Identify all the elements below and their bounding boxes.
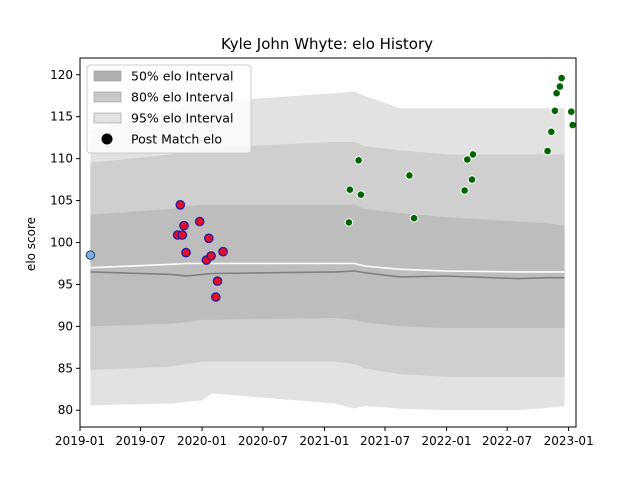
data-point-initial — [85, 250, 96, 260]
y-tick-label: 95 — [58, 277, 73, 291]
x-tick-label: 2019-07 — [115, 434, 165, 448]
legend-swatch — [93, 91, 122, 103]
data-point-green — [543, 146, 552, 156]
data-point-green — [345, 185, 355, 194]
band-50-interval — [90, 204, 565, 328]
mean-line — [90, 262, 565, 273]
y-tick-label: 120 — [50, 68, 73, 82]
data-point-green — [568, 120, 578, 130]
legend-label: 50% elo Interval — [131, 69, 233, 84]
data-point-red — [212, 276, 223, 286]
x-tick-label: 2023-01 — [544, 434, 594, 448]
x-axis-ticks: 2019-01 2019-07 2020-01 2020-07 2021-01 2021-… — [55, 427, 594, 448]
legend: 50% elo Interval 80% elo Interval 95% elo … — [86, 64, 252, 154]
x-tick-label: 2022-01 — [421, 434, 471, 448]
data-point-green — [463, 155, 472, 164]
data-point-red — [177, 230, 188, 240]
interval-lines — [90, 262, 565, 280]
data-point-green — [552, 88, 561, 98]
data-point-red — [175, 200, 186, 210]
legend-label: 80% elo Interval — [131, 90, 233, 105]
data-point-red — [206, 251, 216, 261]
data-point-green — [557, 73, 566, 83]
legend-marker — [101, 133, 113, 145]
data-point-green — [550, 106, 560, 116]
x-tick-label: 2020-07 — [238, 434, 288, 448]
post-match-points — [85, 73, 578, 302]
data-point-green — [460, 186, 469, 195]
legend-box — [86, 64, 252, 154]
x-tick-label: 2022-07 — [482, 434, 532, 448]
legend-label: Post Match elo — [131, 132, 222, 147]
data-point-green — [356, 190, 366, 199]
data-point-green — [547, 127, 556, 137]
legend-swatch — [93, 70, 122, 82]
data-point-green — [567, 107, 576, 116]
data-point-red — [218, 246, 228, 257]
y-tick-label: 105 — [50, 194, 73, 208]
y-tick-label: 115 — [50, 110, 73, 124]
interval-bands — [90, 91, 565, 411]
data-point-green — [409, 213, 419, 223]
legend-swatch — [93, 112, 122, 124]
data-point-green — [405, 171, 414, 180]
legend-label: 95% elo Interval — [131, 111, 233, 126]
data-point-green — [468, 150, 478, 159]
x-tick-label: 2021-07 — [360, 434, 410, 448]
data-point-green — [344, 218, 354, 227]
x-tick-label: 2021-01 — [299, 434, 349, 448]
x-tick-label: 2020-01 — [177, 434, 227, 448]
data-point-red — [179, 220, 189, 231]
median-line — [90, 270, 565, 280]
data-point-green — [467, 175, 477, 184]
y-axis-ticks: 80 85 90 95 100 105 110 115 120 — [50, 68, 80, 417]
x-tick-label: 2019-01 — [55, 434, 105, 448]
chart-title: Kyle John Whyte: elo History — [221, 35, 433, 53]
data-point-green — [555, 82, 565, 91]
data-point-red — [194, 216, 205, 227]
y-tick-label: 90 — [58, 319, 73, 333]
y-axis-label: elo score — [24, 217, 38, 271]
data-point-red — [211, 292, 221, 302]
y-tick-label: 100 — [50, 236, 73, 250]
y-tick-label: 85 — [58, 361, 73, 375]
data-point-green — [354, 156, 363, 165]
data-point-red — [204, 233, 214, 244]
data-point-red — [181, 247, 191, 258]
y-tick-label: 110 — [50, 152, 73, 166]
y-tick-label: 80 — [58, 403, 73, 417]
